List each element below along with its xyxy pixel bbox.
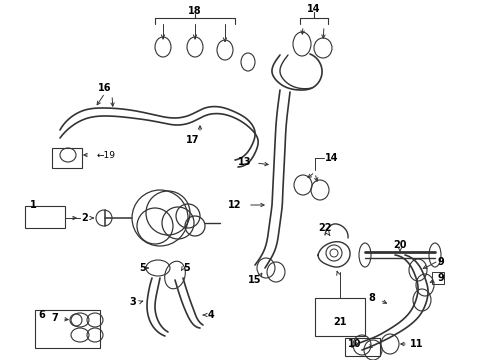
Bar — [52, 148, 82, 168]
Text: 20: 20 — [392, 240, 406, 250]
Text: 7: 7 — [52, 313, 58, 323]
Text: 2: 2 — [81, 213, 88, 223]
Text: 18: 18 — [188, 6, 202, 16]
Text: 9: 9 — [437, 273, 444, 283]
Text: 1: 1 — [30, 200, 37, 210]
Text: ←19: ←19 — [97, 150, 116, 159]
Bar — [345, 338, 379, 356]
Text: 13: 13 — [238, 157, 251, 167]
Text: 14: 14 — [325, 153, 338, 163]
Text: 12: 12 — [228, 200, 241, 210]
Bar — [35, 310, 100, 348]
Text: 5: 5 — [140, 263, 146, 273]
Text: 9: 9 — [437, 257, 444, 267]
Text: 16: 16 — [98, 83, 112, 93]
Bar — [431, 272, 443, 284]
Text: 14: 14 — [306, 4, 320, 14]
Text: 5: 5 — [183, 263, 189, 273]
Text: 4: 4 — [207, 310, 214, 320]
Bar — [25, 206, 65, 228]
Bar — [314, 298, 364, 336]
Text: 6: 6 — [38, 310, 45, 320]
Text: 22: 22 — [318, 223, 331, 233]
Text: 17: 17 — [186, 135, 199, 145]
Text: 10: 10 — [347, 339, 361, 349]
Text: 21: 21 — [332, 317, 346, 327]
Text: 8: 8 — [368, 293, 375, 303]
Text: 11: 11 — [409, 339, 423, 349]
Text: 15: 15 — [248, 275, 261, 285]
Text: 3: 3 — [129, 297, 136, 307]
